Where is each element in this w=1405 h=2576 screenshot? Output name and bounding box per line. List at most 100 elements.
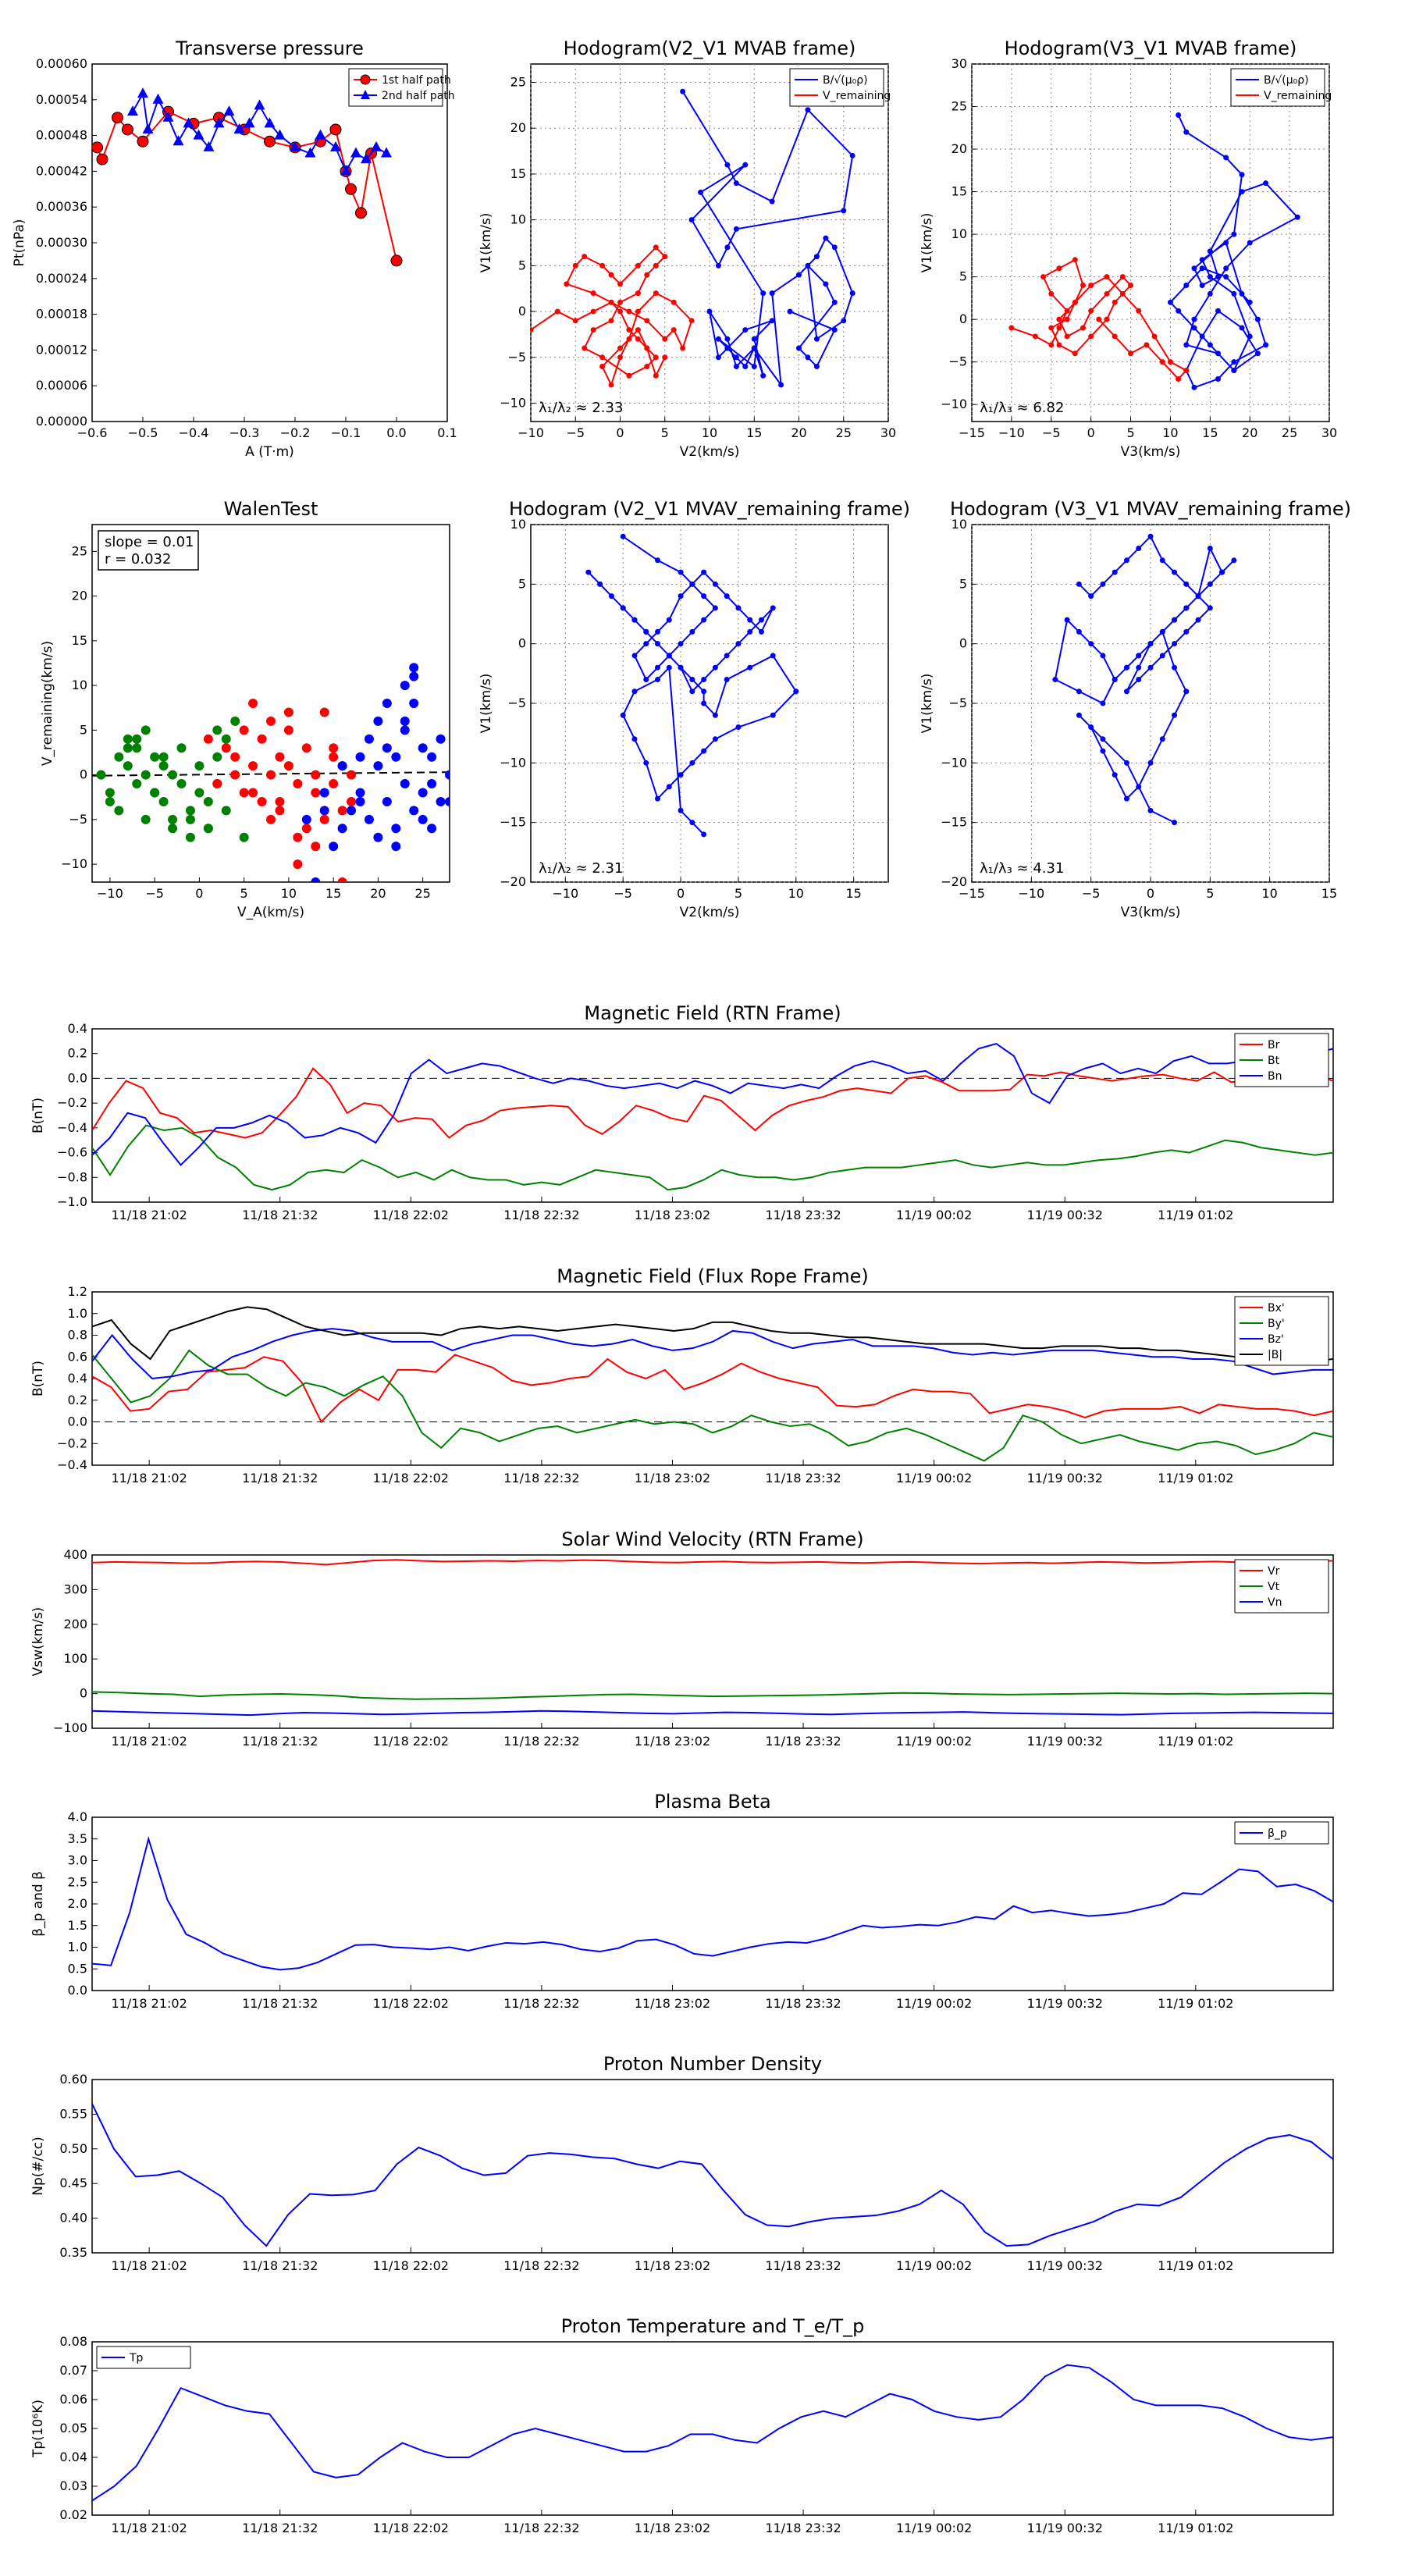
data-point [678, 772, 684, 778]
data-point [706, 308, 713, 315]
data-point [1191, 265, 1197, 272]
annotation-line: slope = 0.01 [105, 534, 194, 550]
legend-label: 1st half path [382, 74, 451, 87]
x-tick-label: 11/18 22:02 [373, 1208, 449, 1222]
y-tick-label: 0.06 [59, 2392, 87, 2407]
data-point [724, 593, 730, 600]
data-point [742, 327, 749, 333]
data-point [688, 217, 695, 223]
data-point [1088, 333, 1094, 340]
data-point [1183, 129, 1190, 135]
data-point [364, 734, 374, 744]
data-point [264, 117, 276, 128]
data-point [347, 806, 357, 816]
data-point [1215, 274, 1222, 280]
data-point [760, 372, 767, 379]
x-tick-label: 5 [1206, 886, 1214, 901]
data-point [400, 681, 410, 691]
data-point [315, 129, 326, 140]
data-point [751, 364, 757, 370]
legend-label: Bn [1268, 1070, 1282, 1083]
data-point [1239, 172, 1245, 178]
data-point [1183, 605, 1190, 611]
data-point [355, 207, 367, 219]
plot-area [91, 1554, 1334, 1729]
data-point [1112, 333, 1118, 340]
data-point [364, 814, 374, 824]
data-point [608, 318, 614, 324]
legend: Bx' By' Bz' |B| [1234, 1296, 1329, 1366]
y-axis-label: B(nT) [30, 1361, 46, 1397]
data-point [1199, 283, 1205, 289]
y-tick-label: 30 [951, 56, 967, 71]
data-point [712, 664, 718, 671]
data-point [1231, 290, 1237, 297]
series-line-Bt [92, 1124, 1333, 1191]
data-point [1136, 664, 1142, 671]
data-point [137, 87, 148, 98]
data-point [329, 123, 342, 136]
data-point [689, 688, 695, 695]
data-point [701, 617, 707, 623]
data-point [293, 832, 303, 842]
ratio-annotation: λ₁/λ₂ ≈ 2.33 [539, 400, 623, 416]
data-point [329, 841, 339, 852]
data-layer [92, 2364, 1333, 2502]
y-tick-label: 4.0 [68, 1809, 87, 1824]
plot-area [91, 2079, 1334, 2254]
data-point [655, 628, 661, 635]
data-point [590, 327, 596, 333]
data-point [1207, 290, 1213, 297]
data-point [653, 262, 659, 269]
data-point [337, 824, 347, 834]
plot-area [91, 1028, 1334, 1203]
x-tick-label: 11/19 01:02 [1158, 1471, 1233, 1485]
y-axis-label: V1(km/s) [478, 213, 494, 273]
data-point [173, 135, 184, 146]
data-point [617, 354, 623, 361]
y-tick-label: 0.60 [59, 2072, 87, 2087]
data-point [418, 743, 428, 753]
data-point [644, 364, 650, 370]
x-tick-label: 11/19 00:02 [896, 2521, 972, 2535]
x-tick-label: 10 [702, 425, 717, 440]
data-point [655, 676, 661, 682]
data-point [666, 784, 672, 790]
series-B/√(μ₀ρ) [680, 88, 855, 388]
data-point [1247, 333, 1253, 340]
y-tick-label: 0.5 [68, 1961, 87, 1976]
x-axis-label: V2(km/s) [680, 444, 740, 460]
data-point [345, 183, 357, 195]
x-tick-label: 15 [1321, 886, 1337, 901]
y-tick-label: 0.50 [59, 2141, 87, 2156]
y-tick-label: −100 [53, 1720, 87, 1735]
y-tick-label: 20 [510, 120, 526, 135]
x-tick-label: −0.2 [280, 425, 311, 440]
x-tick-label: 15 [325, 886, 341, 901]
data-point [409, 663, 419, 673]
plot-area [971, 63, 1330, 422]
data-point [221, 806, 231, 816]
data-point [257, 796, 267, 806]
data-point [1056, 316, 1062, 322]
data-point [1219, 569, 1225, 575]
legend-label: Bt [1268, 1055, 1280, 1067]
data-point [158, 796, 169, 806]
data-point [608, 272, 614, 278]
x-tick-label: 11/18 21:32 [242, 1208, 318, 1222]
data-point [266, 814, 276, 824]
legend-label: Vn [1268, 1596, 1282, 1609]
y-tick-label: 0.00012 [36, 342, 87, 357]
data-point [355, 788, 365, 798]
data-point [678, 569, 684, 575]
y-tick-label: −1.0 [57, 1194, 87, 1209]
data-point [796, 345, 802, 351]
data-point [701, 700, 707, 706]
x-tick-label: −0.3 [229, 425, 260, 440]
data-point [293, 859, 303, 870]
data-point [1088, 593, 1094, 600]
data-point [427, 752, 437, 762]
data-point [724, 676, 730, 682]
data-point [1167, 359, 1173, 365]
x-tick-label: 10 [281, 886, 297, 901]
